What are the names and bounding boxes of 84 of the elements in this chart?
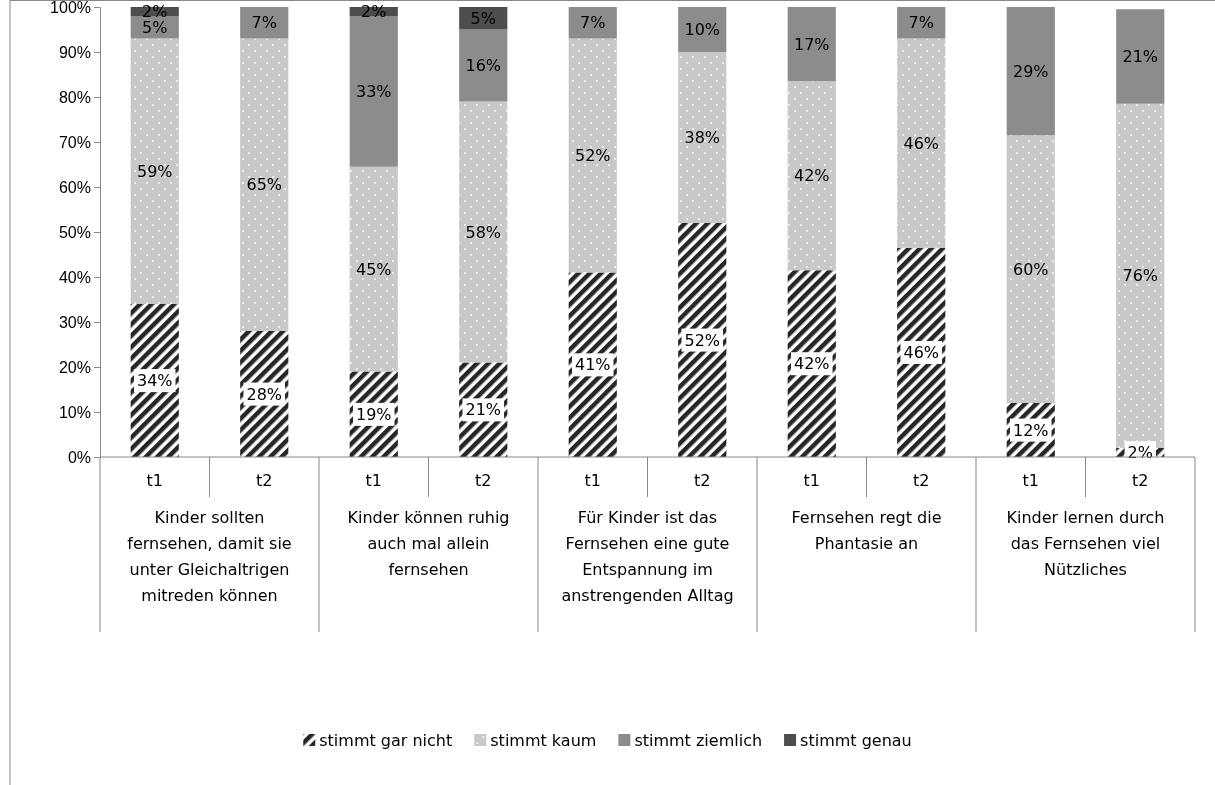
data-label: 17% (793, 34, 830, 54)
legend-label: stimmt kaum (490, 730, 597, 750)
bar (568, 272, 617, 457)
bar (678, 7, 727, 52)
data-label: 21% (465, 400, 502, 420)
data-label: 7% (908, 13, 934, 33)
bar (897, 247, 946, 457)
bar (787, 7, 836, 82)
data-label: 21% (1122, 47, 1159, 67)
y-tick-label: 50% (58, 223, 91, 241)
data-label: 5% (470, 8, 496, 28)
x-tick-label: t1 (1022, 470, 1039, 490)
legend-label: stimmt gar nicht (319, 730, 453, 750)
legend-label: stimmt genau (800, 730, 912, 750)
y-tick-label: 30% (58, 313, 91, 331)
data-label: 10% (684, 20, 721, 40)
y-tick-label: 70% (58, 133, 91, 151)
data-label: 38% (684, 128, 721, 148)
data-label: 12% (1012, 420, 1049, 440)
bar (1116, 9, 1165, 104)
data-label: 2% (1127, 443, 1153, 463)
bar (349, 16, 398, 167)
x-tick-label: t1 (803, 470, 820, 490)
data-label: 46% (903, 342, 940, 362)
text: Kinder lernen durch das Fernsehen viel Nützliches (1006, 508, 1165, 579)
x-tick-label: t2 (475, 470, 492, 490)
text: Kinder können ruhig auch mal allein fernsehen (347, 508, 510, 579)
data-label: 65% (246, 175, 283, 195)
data-label: 42% (793, 354, 830, 374)
text: Für Kinder ist das Fernsehen eine gute Entspannung im anstrengenden Alltag (561, 508, 734, 605)
bar (1006, 135, 1055, 403)
bar (568, 38, 617, 273)
data-label: 59% (136, 161, 173, 181)
data-label: 29% (1012, 61, 1049, 81)
bar (1006, 7, 1055, 136)
bar (678, 223, 727, 457)
y-tick-label: 90% (58, 43, 91, 61)
data-label: 28% (246, 384, 283, 404)
x-tick-label: t2 (1132, 470, 1149, 490)
y-tick-label: 0% (67, 448, 91, 466)
data-label: 42% (793, 166, 830, 186)
data-label: 60% (1012, 259, 1049, 279)
data-label: 16% (465, 56, 502, 76)
data-label: 58% (465, 222, 502, 242)
legend-label: stimmt ziemlich (634, 730, 763, 750)
data-label: 19% (355, 404, 392, 424)
data-label: 7% (251, 13, 277, 33)
data-label: 2% (361, 2, 387, 22)
data-label: 45% (355, 259, 392, 279)
y-tick-label: 80% (58, 88, 91, 106)
bar (130, 38, 179, 304)
bar (349, 166, 398, 372)
bar (678, 52, 727, 223)
bar (787, 270, 836, 457)
bar (897, 7, 946, 39)
y-tick-label: 10% (58, 403, 91, 421)
x-tick-label: t2 (256, 470, 273, 490)
data-label: 46% (903, 133, 940, 153)
text: Fernsehen regt die Phantasie an (791, 508, 942, 553)
bar (240, 7, 289, 39)
bar (240, 38, 289, 331)
bar (787, 81, 836, 271)
x-tick-label: t2 (913, 470, 930, 490)
y-tick-label: 100% (50, 0, 91, 16)
x-tick-label: t1 (584, 470, 601, 490)
data-label: 76% (1122, 266, 1159, 286)
bar (897, 38, 946, 248)
bar (568, 7, 617, 39)
data-label: 52% (574, 146, 611, 166)
bar (459, 29, 508, 102)
y-tick-label: 20% (58, 358, 91, 376)
y-tick-label: 40% (58, 268, 91, 286)
data-label: 33% (355, 81, 392, 101)
bar (459, 101, 508, 363)
data-label: 52% (684, 330, 721, 350)
x-tick-label: t2 (694, 470, 711, 490)
x-tick-label: t1 (146, 470, 163, 490)
text: Kinder sollten fernsehen, damit sie unter Gleichaltrigen mitreden können (127, 508, 292, 605)
data-label: 34% (136, 371, 173, 391)
x-tick-label: t1 (365, 470, 382, 490)
data-label: 41% (574, 355, 611, 375)
data-label: 7% (580, 13, 606, 33)
y-tick-label: 60% (58, 178, 91, 196)
bar (130, 304, 179, 457)
